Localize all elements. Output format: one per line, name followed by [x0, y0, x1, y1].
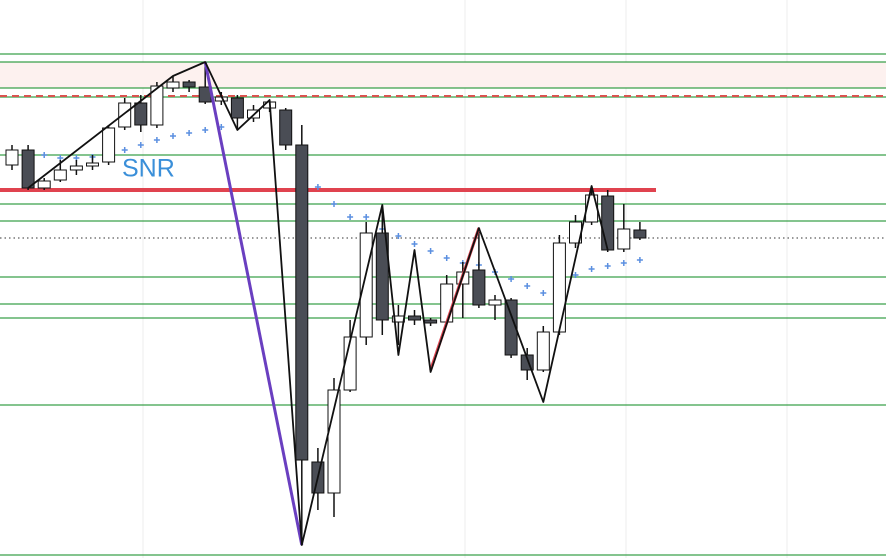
psar-point: [540, 290, 547, 296]
candle-body: [69, 165, 83, 171]
zone: [0, 62, 886, 88]
candle-body: [150, 85, 164, 126]
candle-body: [230, 97, 244, 119]
candle-body: [327, 389, 341, 494]
swing-down-line: [203, 61, 304, 546]
candle-body: [53, 169, 67, 181]
vertical-grid: [142, 0, 788, 558]
candle-body: [86, 162, 99, 167]
candle-body: [118, 102, 132, 128]
candle-body: [617, 228, 631, 250]
candle-body: [166, 81, 180, 89]
annotation: SNR: [122, 155, 175, 183]
psar-point: [153, 137, 160, 143]
candle-body: [504, 299, 518, 356]
psar-point: [508, 276, 515, 282]
psar-point: [186, 130, 193, 136]
psar-point: [636, 257, 643, 263]
candle-body: [424, 319, 438, 324]
candle-body: [102, 127, 116, 163]
candle-body: [21, 149, 35, 189]
candle-body: [552, 242, 566, 333]
plot: [0, 53, 886, 556]
candle-body: [601, 195, 615, 251]
zigzag-line: [27, 61, 609, 546]
psar-point: [202, 127, 209, 133]
candle-body: [359, 232, 373, 338]
psar-point: [524, 283, 531, 289]
candle-body: [279, 109, 293, 146]
psar-point: [137, 142, 144, 148]
psar-point: [427, 248, 434, 254]
candle-body: [633, 229, 647, 239]
psar-point: [170, 133, 176, 139]
psar-point: [395, 233, 402, 239]
psar-point: [604, 263, 611, 269]
candle-body: [134, 102, 148, 126]
candle-body: [488, 299, 502, 306]
candle-body: [37, 180, 51, 189]
candle-body: [343, 336, 357, 391]
psar-point: [363, 214, 370, 220]
candle-body: [5, 149, 19, 166]
psar-point: [588, 266, 595, 272]
candle-body: [440, 283, 454, 323]
candle-body: [408, 315, 421, 321]
psar-point: [314, 184, 321, 190]
candle-body: [295, 144, 309, 461]
candle-body: [182, 81, 196, 88]
candle-body: [375, 232, 389, 321]
candle-body: [472, 269, 486, 306]
candle-body: [536, 331, 550, 371]
psar-point: [411, 241, 418, 247]
psar-point: [572, 272, 579, 278]
psar-point: [347, 214, 354, 220]
psar-point: [41, 152, 48, 158]
psar-point: [121, 147, 128, 153]
psar-point: [443, 255, 450, 261]
psar-point: [620, 260, 627, 266]
psar-point: [331, 201, 337, 207]
